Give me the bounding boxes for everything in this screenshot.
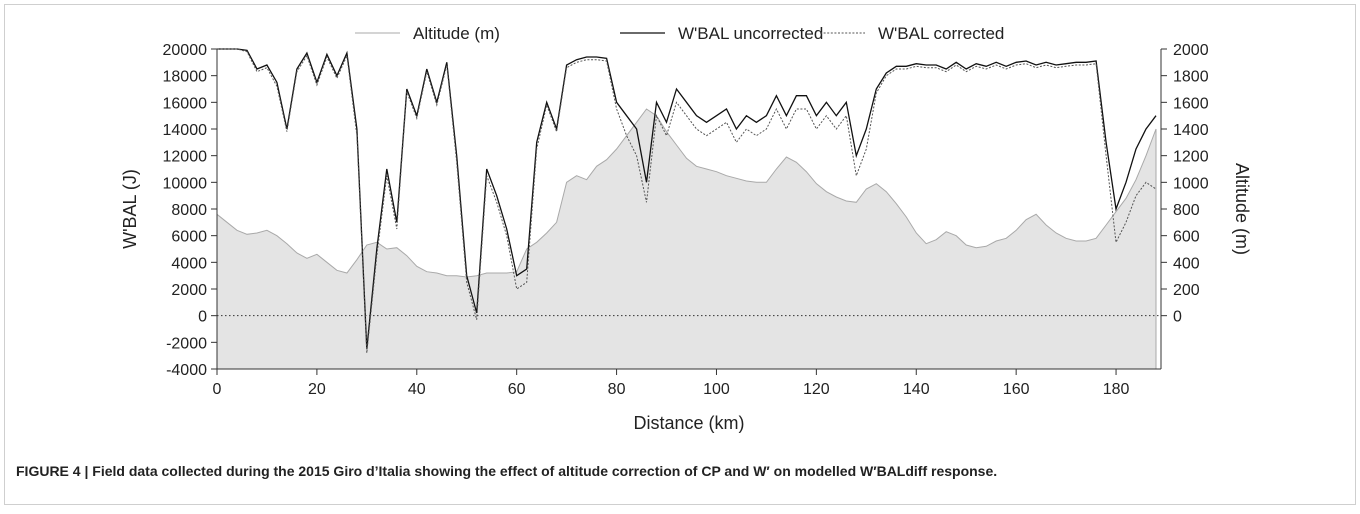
legend-label: W'BAL uncorrected (678, 24, 823, 43)
y-tick-label: 18000 (163, 69, 208, 86)
y2-tick-label: 400 (1173, 255, 1200, 272)
y-tick-label: 12000 (163, 149, 208, 166)
legend-label: W'BAL corrected (878, 24, 1004, 43)
y2-tick-label: 1800 (1173, 69, 1209, 86)
y2-tick-label: 1600 (1173, 95, 1209, 112)
line-series (217, 48, 1157, 354)
y2-axis-label: Altitude (m) (1232, 163, 1252, 255)
y2-tick-label: 1200 (1173, 149, 1209, 166)
x-tick-label: 60 (508, 381, 526, 398)
x-tick-label: 140 (903, 381, 930, 398)
y2-tick-label: 2000 (1173, 42, 1209, 59)
y2-tick-label: 1400 (1173, 122, 1209, 139)
y-tick-label: 14000 (163, 122, 208, 139)
y-tick-label: 16000 (163, 95, 208, 112)
caption: FIGURE 4 | Field data collected during t… (16, 463, 997, 479)
x-tick-label: 0 (213, 381, 222, 398)
y2-tick-label: 800 (1173, 202, 1200, 219)
y-axis-label: W'BAL (J) (120, 169, 140, 249)
y-tick-label: -4000 (166, 362, 207, 379)
y-tick-label: 6000 (171, 229, 207, 246)
y-tick-label: 4000 (171, 255, 207, 272)
y-tick-label: 2000 (171, 282, 207, 299)
line-series (217, 48, 1157, 350)
y-tick-label: -2000 (166, 335, 207, 352)
x-tick-label: 80 (608, 381, 626, 398)
y2-tick-label: 200 (1173, 282, 1200, 299)
legend-label: Altitude (m) (413, 24, 500, 43)
figure-frame (4, 4, 1356, 505)
x-tick-label: 120 (803, 381, 830, 398)
y2-tick-label: 600 (1173, 229, 1200, 246)
y-tick-label: 10000 (163, 175, 208, 192)
y-tick-label: 0 (198, 309, 207, 326)
y-tick-label: 20000 (163, 42, 208, 59)
y-tick-label: 8000 (171, 202, 207, 219)
x-tick-label: 100 (703, 381, 730, 398)
x-axis-label: Distance (km) (633, 413, 744, 433)
x-tick-label: 20 (308, 381, 326, 398)
y2-tick-label: 1000 (1173, 175, 1209, 192)
x-tick-label: 40 (408, 381, 426, 398)
x-tick-label: 160 (1003, 381, 1030, 398)
x-tick-label: 180 (1103, 381, 1130, 398)
y2-tick-label: 0 (1173, 309, 1182, 326)
